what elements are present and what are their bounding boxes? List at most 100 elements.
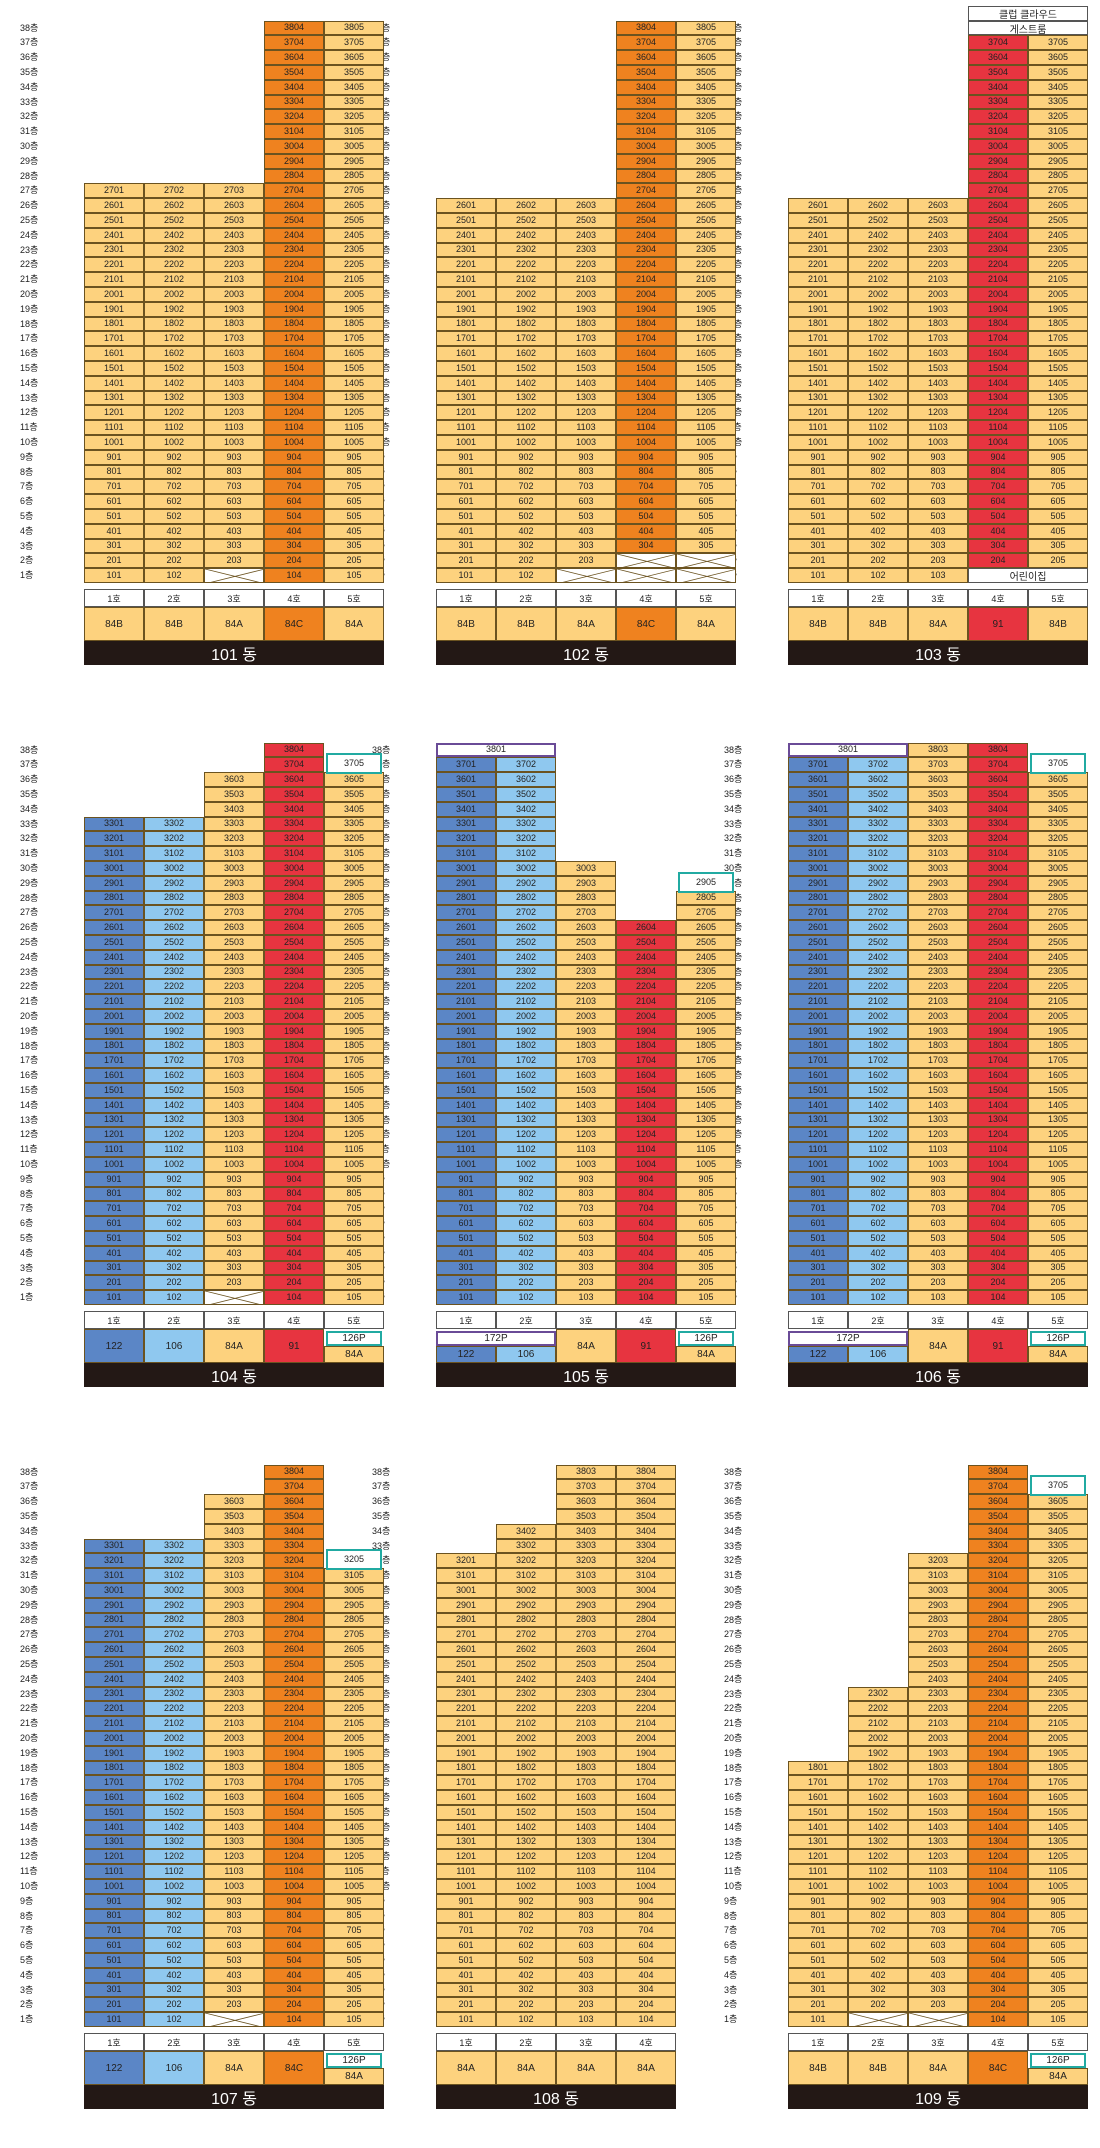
unit-cell[interactable]: 903 [908,1171,968,1187]
unit-cell[interactable]: 2101 [84,272,144,287]
unit-cell[interactable]: 2901 [436,875,496,891]
unit-cell[interactable]: 1203 [204,1849,264,1865]
unit-cell[interactable]: 2002 [496,1009,556,1024]
unit-cell[interactable]: 1505 [676,1083,736,1098]
unit-cell[interactable]: 801 [788,1186,848,1202]
unit-cell[interactable]: 1101 [84,1142,144,1157]
unit-cell[interactable]: 3504 [264,787,324,802]
unit-cell[interactable]: 3603 [556,1494,616,1509]
unit-cell[interactable]: 1501 [436,1083,496,1098]
unit-cell[interactable]: 2301 [788,242,848,258]
penthouse-unit[interactable]: 3705 [1030,1475,1086,1497]
unit-cell[interactable]: 3102 [144,1568,204,1583]
unit-cell[interactable]: 2303 [908,1686,968,1702]
unit-cell[interactable]: 1404 [968,1097,1028,1113]
unit-cell[interactable]: 2204 [616,979,676,995]
unit-cell[interactable]: 702 [144,1923,204,1939]
unit-cell[interactable]: 3804 [264,1464,324,1480]
unit-cell[interactable]: 1905 [676,301,736,317]
unit-cell[interactable]: 1602 [848,346,908,361]
unit-cell[interactable]: 104 [616,2012,676,2027]
unit-cell[interactable]: 1303 [204,1112,264,1128]
unit-cell[interactable]: 1402 [848,1819,908,1835]
unit-cell[interactable]: 1301 [84,390,144,406]
unit-cell[interactable]: 2201 [84,257,144,273]
unit-cell[interactable]: 3103 [204,1568,264,1583]
unit-cell[interactable]: 401 [788,523,848,539]
unit-cell[interactable]: 1401 [788,1097,848,1113]
unit-cell[interactable]: 405 [324,523,384,539]
unit-cell[interactable]: 3001 [788,861,848,876]
unit-cell[interactable]: 202 [144,553,204,569]
unit-cell[interactable]: 2104 [616,994,676,1009]
unit-cell[interactable]: 1704 [264,331,324,347]
unit-cell[interactable]: 1004 [968,435,1028,450]
unit-cell[interactable]: 703 [556,479,616,495]
unit-cell[interactable]: 703 [204,1923,264,1939]
unit-cell[interactable]: 3701 [788,757,848,773]
unit-cell[interactable]: 1501 [84,1805,144,1820]
unit-cell[interactable]: 2005 [676,287,736,302]
unit-cell[interactable]: 3302 [496,1538,556,1554]
unit-cell[interactable]: 603 [556,494,616,509]
unit-cell[interactable]: 1905 [1028,1023,1088,1039]
unit-cell[interactable]: 3101 [84,1568,144,1583]
unit-cell[interactable]: 303 [556,538,616,554]
unit-cell[interactable]: 1003 [908,1879,968,1894]
unit-cell[interactable]: 802 [144,1186,204,1202]
unit-cell[interactable]: 401 [788,1245,848,1261]
unit-cell[interactable]: 1903 [908,301,968,317]
unit-cell[interactable]: 602 [496,494,556,509]
unit-cell[interactable]: 2903 [556,1597,616,1613]
unit-cell[interactable]: 3702 [496,757,556,773]
unit-cell[interactable]: 3302 [144,1538,204,1554]
unit-cell[interactable]: 2102 [496,1716,556,1731]
unit-cell[interactable]: 602 [848,494,908,509]
unit-cell[interactable]: 1501 [436,361,496,376]
unit-cell[interactable]: 2404 [616,949,676,965]
unit-cell[interactable]: 1201 [84,1127,144,1143]
unit-cell[interactable]: 1701 [788,1053,848,1069]
unit-cell[interactable]: 1602 [144,1790,204,1805]
unit-cell[interactable]: 1501 [436,1805,496,1820]
unit-cell[interactable]: 2604 [616,198,676,213]
unit-cell[interactable]: 801 [84,1186,144,1202]
unit-cell[interactable]: 1202 [848,1127,908,1143]
unit-cell[interactable]: 3404 [264,79,324,95]
unit-cell[interactable]: 2002 [496,287,556,302]
unit-cell[interactable]: 505 [324,1231,384,1246]
unit-cell[interactable]: 1203 [204,405,264,421]
unit-cell[interactable]: 1202 [496,1127,556,1143]
unit-cell[interactable]: 2201 [436,979,496,995]
unit-cell[interactable]: 803 [908,464,968,480]
unit-cell[interactable]: 2704 [264,1627,324,1643]
unit-cell[interactable]: 2103 [204,994,264,1009]
unit-cell[interactable]: 2901 [84,875,144,891]
unit-cell[interactable]: 701 [436,1923,496,1939]
unit-cell[interactable]: 1303 [908,1834,968,1850]
unit-cell[interactable]: 404 [264,1245,324,1261]
unit-cell[interactable]: 2805 [1028,1612,1088,1628]
unit-cell[interactable]: 1001 [788,1157,848,1172]
unit-cell[interactable]: 2205 [1028,979,1088,995]
unit-cell[interactable]: 1604 [616,346,676,361]
unit-cell[interactable]: 1403 [204,375,264,391]
unit-cell[interactable]: 3005 [1028,1583,1088,1598]
unit-cell[interactable]: 2503 [556,213,616,228]
unit-cell[interactable]: 204 [968,1275,1028,1291]
unit-cell[interactable]: 304 [616,538,676,554]
unit-cell[interactable]: 2101 [788,272,848,287]
unit-cell[interactable]: 805 [1028,1186,1088,1202]
unit-cell[interactable]: 1905 [1028,301,1088,317]
unit-cell[interactable]: 2004 [264,1009,324,1024]
unit-cell[interactable]: 1003 [204,435,264,450]
unit-cell[interactable]: 801 [788,1908,848,1924]
unit-cell[interactable]: 204 [264,1275,324,1291]
unit-cell[interactable]: 2505 [1028,935,1088,950]
unit-cell[interactable]: 603 [556,1216,616,1231]
unit-cell[interactable]: 3604 [616,50,676,65]
unit-cell[interactable]: 202 [848,1997,908,2013]
unit-cell[interactable]: 1204 [264,1849,324,1865]
unit-cell[interactable]: 2702 [848,905,908,921]
unit-cell[interactable]: 301 [788,1260,848,1276]
